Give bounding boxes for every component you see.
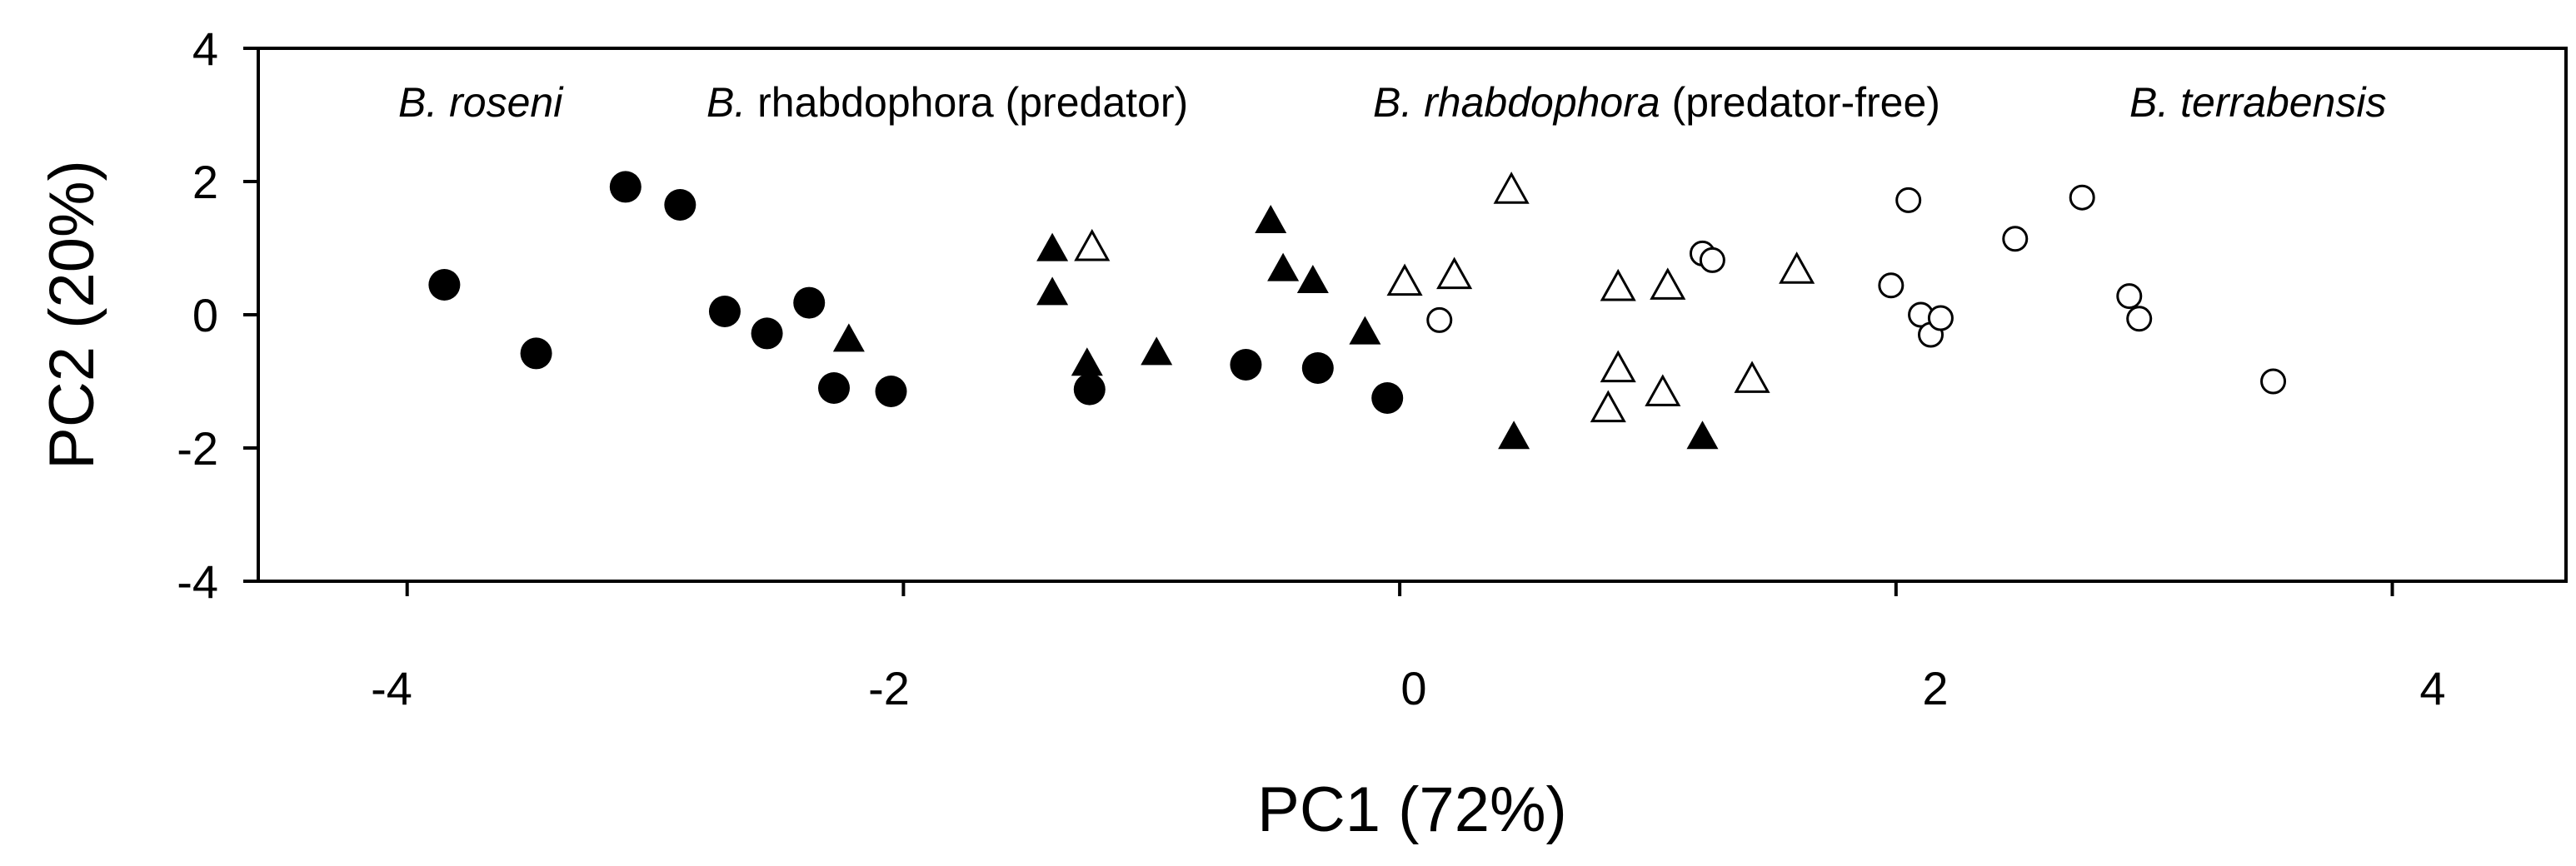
open-circle-point <box>2069 184 2095 211</box>
filled-circle-point <box>1230 349 1262 381</box>
open-triangle-point <box>1645 374 1681 406</box>
open-circle-point <box>2260 368 2287 395</box>
x-tick-labels: -4 -2 0 2 4 <box>371 662 2445 714</box>
filled-triangle-point <box>1255 205 1287 233</box>
x-tick-label: -4 <box>371 662 412 714</box>
y-tick-label: 4 <box>192 22 218 75</box>
y-tick-label: -2 <box>177 422 218 475</box>
filled-triangle-point <box>1036 232 1069 261</box>
data-points <box>428 171 2287 450</box>
group-label-rhabdophora-predator: B. rhabdophora (predator) <box>706 79 1188 126</box>
open-triangle-point <box>1650 267 1686 300</box>
x-tick-label: 4 <box>2419 662 2445 714</box>
group-labels: B. roseni B. rhabdophora (predator) B. r… <box>398 79 2386 126</box>
open-circle-point <box>1426 306 1453 333</box>
x-tick-label: 2 <box>1922 662 1948 714</box>
open-circle-point <box>2116 283 2143 310</box>
filled-circle-point <box>428 269 461 301</box>
group-label-terrabensis: B. terrabensis <box>2129 79 2386 126</box>
y-tick-label: -4 <box>177 555 218 608</box>
filled-triangle-point <box>1071 347 1103 376</box>
group-label-roseni: B. roseni <box>398 79 564 126</box>
filled-circle-point <box>818 372 851 404</box>
y-tick-labels: 4 2 0 -2 -4 <box>177 22 218 608</box>
open-circle-point <box>1895 187 1922 213</box>
group-label-plain: rhabdophora (predator) <box>746 79 1188 126</box>
x-tick-label: 0 <box>1400 662 1426 714</box>
filled-circle-point <box>751 317 783 350</box>
filled-circle-point <box>609 171 642 203</box>
open-triangle-point <box>1590 390 1626 423</box>
filled-triangle-point <box>1686 421 1719 450</box>
y-tick-label: 2 <box>192 156 218 208</box>
filled-triangle-point <box>1349 316 1381 345</box>
open-circle-point <box>2002 226 2029 252</box>
group-label-italic: B. terrabensis <box>2129 79 2386 126</box>
group-label-rhabdophora-predator-free: B. rhabdophora (predator-free) <box>1373 79 1940 126</box>
open-circle-point <box>2126 306 2153 332</box>
plot-frame <box>257 47 2568 583</box>
open-circle-point <box>1878 272 1905 299</box>
y-axis-title: PC2 (20%) <box>37 160 107 470</box>
group-label-italic: B. rhabdophora <box>1373 79 1660 126</box>
group-label-italic: B. roseni <box>398 79 564 126</box>
filled-circle-point <box>1371 382 1404 414</box>
x-axis-title: PC1 (72%) <box>1257 774 1567 845</box>
open-triangle-point <box>1779 251 1815 284</box>
y-tick-label: 0 <box>192 289 218 341</box>
filled-triangle-point <box>832 323 865 352</box>
open-triangle-point <box>1386 263 1423 296</box>
filled-circle-point <box>708 296 741 327</box>
axis-ticks <box>243 47 2394 596</box>
filled-circle-point <box>875 376 907 407</box>
open-circle-point <box>1927 305 1954 331</box>
filled-circle-point <box>1073 373 1106 406</box>
group-label-plain: (predator-free) <box>1660 79 1940 126</box>
filled-triangle-point <box>1267 252 1300 281</box>
filled-circle-point <box>793 286 826 319</box>
filled-circle-point <box>520 337 552 370</box>
group-label-italic: B. <box>706 79 746 126</box>
open-triangle-point <box>1074 228 1111 261</box>
open-triangle-point <box>1436 256 1473 290</box>
filled-triangle-point <box>1296 265 1329 293</box>
open-triangle-point <box>1493 172 1530 204</box>
open-triangle-point <box>1600 350 1636 383</box>
x-tick-label: -2 <box>868 662 910 714</box>
open-triangle-point <box>1734 361 1770 393</box>
open-circle-point <box>1699 246 1725 273</box>
filled-triangle-point <box>1498 421 1530 450</box>
open-triangle-point <box>1600 268 1636 301</box>
filled-triangle-point <box>1036 276 1069 306</box>
filled-circle-point <box>1301 352 1334 384</box>
filled-circle-point <box>664 189 696 221</box>
filled-triangle-point <box>1141 336 1173 366</box>
